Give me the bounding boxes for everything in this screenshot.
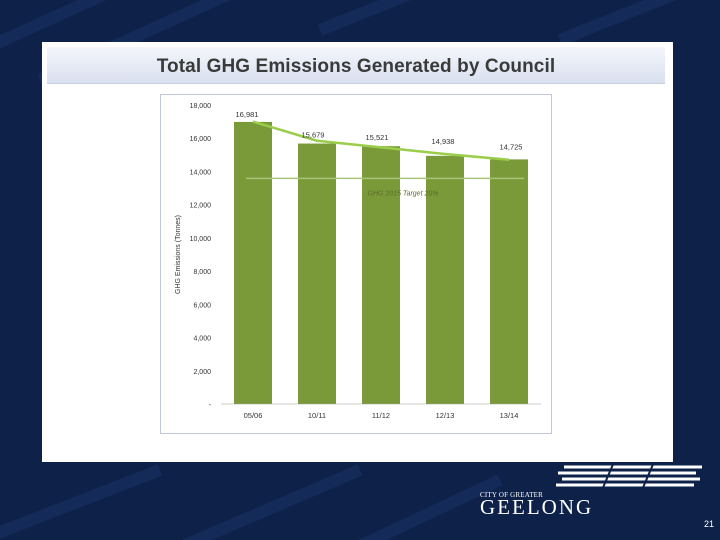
geelong-logo: CITY OF GREATER GEELONG xyxy=(478,462,708,522)
data-label: 15,521 xyxy=(366,133,389,142)
bar xyxy=(490,159,528,404)
wave-lines-icon xyxy=(556,462,702,490)
target-label: GHG 2015 Target 20% xyxy=(368,190,439,197)
data-label: 14,725 xyxy=(500,142,523,151)
logo-geelong: GEELONG xyxy=(480,495,594,519)
y-tick-label: 18,000 xyxy=(190,103,212,110)
bar xyxy=(234,121,272,404)
trend-line xyxy=(252,120,510,162)
y-axis-label: GHG Emissions (Tonnes) xyxy=(175,215,182,294)
data-label: 15,679 xyxy=(302,131,325,140)
y-tick-label: 8,000 xyxy=(193,269,211,276)
x-tick-label: 13/14 xyxy=(500,411,519,420)
bar xyxy=(298,143,336,404)
y-tick-label: 4,000 xyxy=(193,336,211,343)
logo-city-of-greater: CITY OF GREATER xyxy=(480,491,544,499)
y-tick-label: 16,000 xyxy=(190,136,212,143)
y-tick-label: 12,000 xyxy=(190,203,212,210)
slide-title: Total GHG Emissions Generated by Council xyxy=(156,56,556,77)
chart-frame: - 2,000 4,000 6,000 8,000 10,000 12,000 14,000 1… xyxy=(160,94,552,434)
emissions-bar-chart: - 2,000 4,000 6,000 8,000 10,000 12,000 14,000 1… xyxy=(175,103,541,420)
bar xyxy=(362,146,400,404)
y-tick-label: 2,000 xyxy=(193,369,211,376)
title-bar: Total GHG Emissions Generated by Council xyxy=(47,47,665,84)
x-tick-label: 12/13 xyxy=(436,411,455,420)
x-tick-label: 05/06 xyxy=(244,411,263,420)
data-label: 16,981 xyxy=(236,110,259,119)
page-number: 21 xyxy=(704,519,715,529)
slide-panel: Total GHG Emissions Generated by Council… xyxy=(42,42,673,462)
x-tick-label: 10/11 xyxy=(308,411,326,420)
y-tick-label: - xyxy=(209,402,212,409)
data-label: 14,938 xyxy=(432,137,455,146)
y-tick-label: 6,000 xyxy=(193,302,211,309)
y-tick-label: 14,000 xyxy=(190,169,212,176)
bar xyxy=(426,155,464,404)
y-tick-label: 10,000 xyxy=(190,236,212,243)
x-tick-label: 11/12 xyxy=(372,411,390,420)
